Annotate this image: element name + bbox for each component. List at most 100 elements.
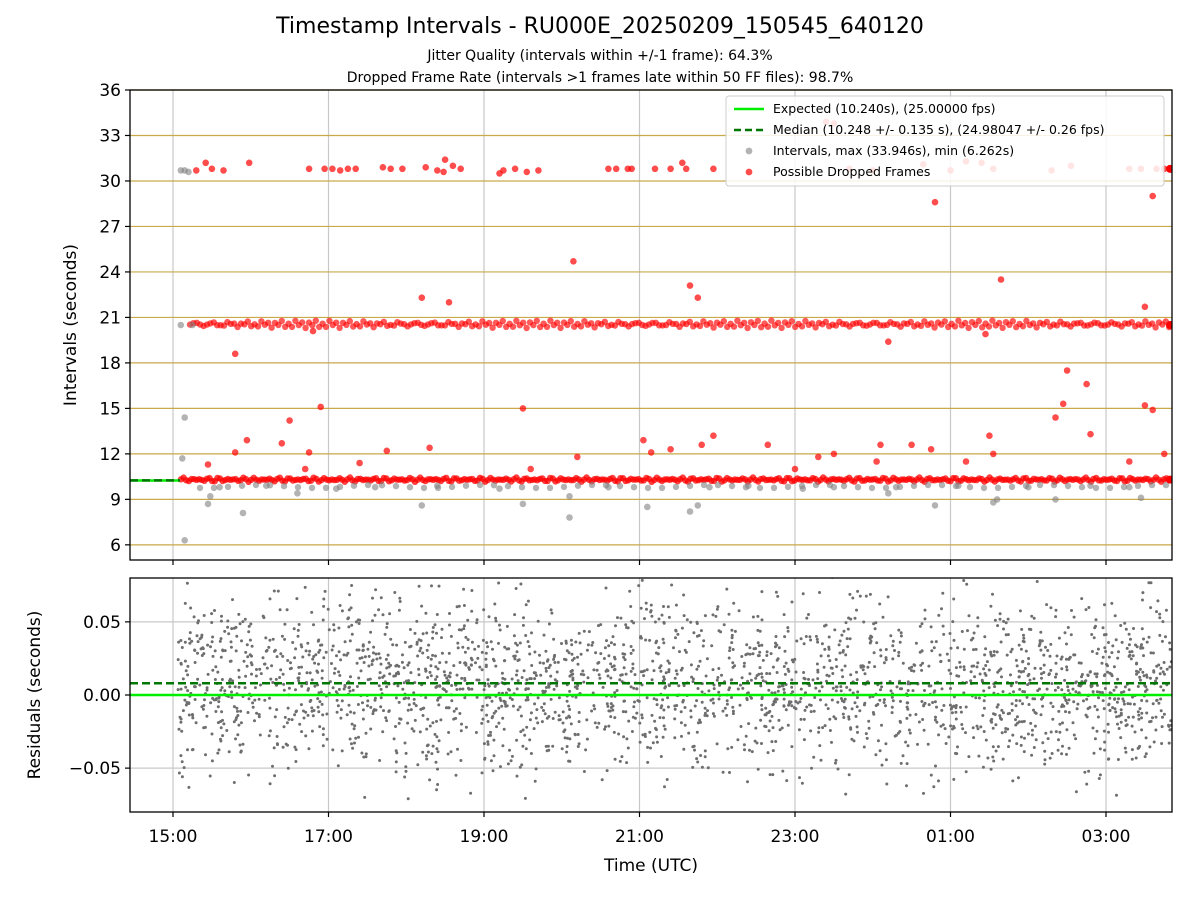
residual-point — [741, 686, 745, 690]
residual-point — [1123, 746, 1127, 750]
residual-point — [349, 710, 353, 714]
residual-point — [941, 723, 945, 727]
residual-point — [703, 749, 707, 753]
residual-point — [551, 744, 555, 748]
residual-point — [756, 767, 760, 771]
residual-point — [1096, 647, 1100, 651]
residual-point — [1019, 735, 1023, 739]
residual-point — [878, 749, 882, 753]
dropped-frame-band-point — [798, 323, 806, 330]
residual-point — [864, 594, 868, 598]
residual-point — [1095, 729, 1099, 733]
dropped-frame-band-point — [989, 317, 996, 324]
interval-point — [224, 483, 232, 490]
residual-point — [683, 723, 687, 727]
residual-point — [1123, 621, 1127, 625]
residual-point — [498, 623, 501, 627]
residual-point — [275, 735, 279, 738]
residual-point — [766, 751, 770, 755]
residual-point — [771, 773, 775, 777]
interval-point — [196, 484, 204, 492]
residual-point — [1127, 688, 1131, 692]
residual-point — [613, 643, 616, 646]
residual-point — [831, 672, 835, 675]
dropped-frame-point — [764, 441, 772, 449]
residual-point — [1019, 743, 1023, 747]
residual-point — [1022, 574, 1025, 577]
residual-point — [545, 716, 549, 720]
residual-point — [528, 652, 532, 656]
residual-point — [664, 671, 668, 675]
residual-point — [245, 664, 249, 668]
residual-point — [1024, 649, 1028, 653]
residual-point — [972, 664, 976, 668]
residual-point — [802, 717, 806, 721]
residual-point — [349, 606, 353, 610]
residual-point — [311, 657, 315, 661]
residual-point — [1002, 627, 1005, 631]
dropped-frame-point — [885, 338, 892, 346]
residual-point — [547, 683, 551, 687]
residual-point — [635, 687, 639, 691]
residual-point — [179, 661, 183, 665]
residual-point — [801, 592, 805, 596]
residual-point — [273, 774, 277, 778]
residual-point — [774, 590, 778, 594]
residual-point — [956, 745, 959, 749]
interval-point — [532, 484, 540, 492]
residual-point — [592, 704, 596, 708]
residual-point — [213, 649, 217, 653]
residual-point — [621, 710, 625, 714]
dropped-frame-point — [422, 164, 430, 171]
residual-point — [221, 649, 225, 653]
residual-point — [855, 670, 858, 674]
residual-point — [469, 791, 473, 795]
residual-point — [272, 746, 276, 750]
residual-point — [474, 731, 478, 734]
residual-point — [751, 615, 755, 619]
residual-point — [1072, 615, 1076, 619]
residual-point — [837, 643, 841, 647]
dropped-frame-point — [500, 167, 507, 174]
residual-point — [425, 648, 429, 652]
residual-point — [529, 711, 533, 715]
residual-point — [1043, 762, 1047, 766]
residual-point — [219, 655, 223, 659]
interval-point — [868, 484, 876, 492]
dropped-frame-point — [694, 294, 702, 302]
residual-point — [703, 711, 707, 715]
residual-point — [550, 611, 554, 615]
residual-point — [639, 670, 643, 674]
residual-point — [435, 685, 439, 688]
residual-point — [1168, 665, 1172, 669]
dropped-frame-point — [1141, 402, 1149, 409]
residual-point — [318, 700, 322, 704]
residual-point — [830, 740, 833, 744]
residual-point — [579, 652, 583, 656]
residual-point — [971, 726, 975, 730]
residual-point — [723, 706, 727, 710]
residual-point — [573, 732, 577, 736]
residual-point — [297, 672, 301, 676]
dropped-frame-band-point — [288, 323, 296, 331]
residual-point — [711, 613, 715, 617]
residual-point — [1046, 649, 1050, 652]
residual-point — [756, 614, 760, 618]
residual-point — [527, 645, 531, 648]
residual-point — [1071, 721, 1075, 725]
residual-point — [1095, 672, 1099, 676]
residual-point — [1110, 601, 1114, 605]
residual-point — [590, 643, 594, 647]
residual-point — [846, 645, 850, 649]
residual-point — [1110, 651, 1114, 655]
residual-point — [493, 602, 497, 606]
y-tick-label-bottom: 0.00 — [83, 686, 121, 706]
residual-point — [487, 615, 491, 619]
residual-point — [851, 596, 855, 600]
residual-point — [901, 754, 905, 758]
dropped-frame-band-point — [768, 317, 775, 324]
residual-point — [1025, 695, 1029, 699]
dropped-frame-point — [612, 165, 620, 173]
residual-point — [195, 634, 199, 638]
residual-point — [998, 716, 1002, 720]
